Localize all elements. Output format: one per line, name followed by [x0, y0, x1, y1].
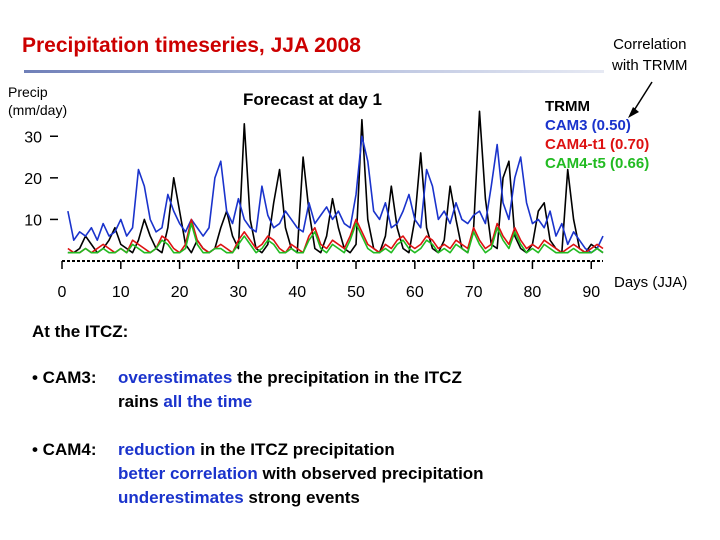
x-tick-label: 80 — [524, 284, 542, 301]
y-tick-label: 20 — [24, 171, 42, 188]
series-line-cam4-t5 — [67, 222, 604, 254]
chart-series — [67, 110, 604, 254]
correlation-arrow-head — [628, 107, 639, 118]
x-tick-label: 40 — [288, 284, 306, 301]
cam3-text-2: rains — [118, 392, 164, 411]
notes-section: At the ITCZ: • CAM3: overestimates the p… — [32, 320, 484, 534]
chart-axes: 0 10 20 30 40 50 60 70 80 90 10 20 30 — [24, 129, 603, 301]
cam3-bullet: • CAM3: overestimates the precipitation … — [32, 366, 484, 414]
series-line-cam3 — [67, 135, 604, 254]
cam3-highlight-2: all the time — [163, 392, 253, 411]
x-axis-label: Days (JJA) — [614, 274, 688, 291]
cam3-bullet-lead: • CAM3: — [32, 368, 97, 387]
notes-heading: At the ITCZ: — [32, 322, 129, 341]
cam3-highlight-1: overestimates — [118, 368, 233, 387]
y-axis-label: Precip (mm/day) — [8, 84, 68, 118]
legend-item-trmm: TRMM — [545, 98, 590, 115]
slide-title: Precipitation timeseries, JJA 2008 — [22, 34, 361, 57]
precipitation-chart: 0 10 20 30 40 50 60 70 80 90 10 20 30 — [24, 81, 653, 301]
cam4-text-1: in the ITCZ precipitation — [195, 440, 395, 459]
cam4-highlight-1: reduction — [118, 440, 196, 459]
y-tick-label: 10 — [24, 212, 42, 229]
legend-item-cam4-t1: CAM4-t1 (0.70) — [545, 136, 650, 153]
cam4-highlight-2: better correlation — [118, 464, 258, 483]
chart-subtitle: Forecast at day 1 — [243, 90, 382, 109]
x-tick-label: 0 — [58, 284, 67, 301]
y-tick-label: 30 — [24, 129, 42, 146]
correlation-arrow — [632, 81, 653, 113]
cam3-text-1: the precipitation in the ITCZ — [232, 368, 462, 387]
legend: TRMM CAM3 (0.50) CAM4-t1 (0.70) CAM4-t5 … — [545, 97, 649, 173]
x-tick-label: 60 — [406, 284, 424, 301]
cam4-text-3: strong events — [243, 488, 360, 507]
legend-item-cam4-t5: CAM4-t5 (0.66) — [545, 155, 650, 172]
title-underline — [24, 70, 604, 73]
cam4-text-2: with observed precipitation — [257, 464, 484, 483]
series-line-trmm — [67, 110, 604, 254]
legend-item-cam3: CAM3 (0.50) — [545, 117, 631, 134]
x-tick-label: 70 — [465, 284, 483, 301]
cam4-bullet-lead: • CAM4: — [32, 440, 97, 459]
correlation-note: Correlation with TRMM — [612, 34, 688, 76]
x-tick-label: 30 — [230, 284, 248, 301]
x-tick-label: 90 — [582, 284, 600, 301]
x-tick-label: 10 — [112, 284, 130, 301]
cam4-bullet: • CAM4: reduction in the ITCZ precipitat… — [32, 438, 484, 510]
correlation-note-text: Correlation with TRMM — [612, 36, 688, 74]
x-tick-label: 50 — [347, 284, 365, 301]
x-tick-label: 20 — [171, 284, 189, 301]
cam4-highlight-3: underestimates — [118, 488, 244, 507]
